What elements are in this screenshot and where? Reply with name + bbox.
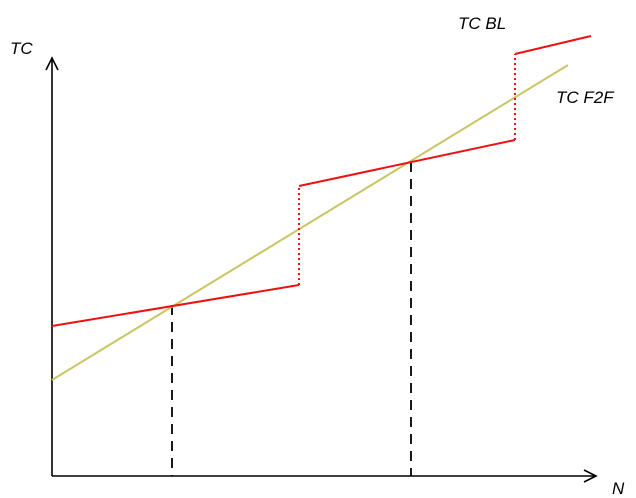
- y-axis-label: TC: [10, 39, 33, 58]
- axes: [45, 56, 598, 483]
- x-axis-arrow-icon: [583, 469, 598, 483]
- tc-f2f-line: [51, 64, 569, 381]
- tc-f2f-label: TC F2F: [556, 88, 615, 107]
- tc-bl-label: TC BL: [458, 14, 506, 33]
- tc-bl-segment-2: [298, 139, 516, 187]
- x-axis-label: N: [612, 479, 625, 498]
- tc-bl-segment-1: [51, 284, 300, 327]
- tc-bl-segment-3: [514, 35, 592, 55]
- tc-bl-line: [51, 35, 592, 327]
- y-axis-arrow-icon: [45, 56, 59, 71]
